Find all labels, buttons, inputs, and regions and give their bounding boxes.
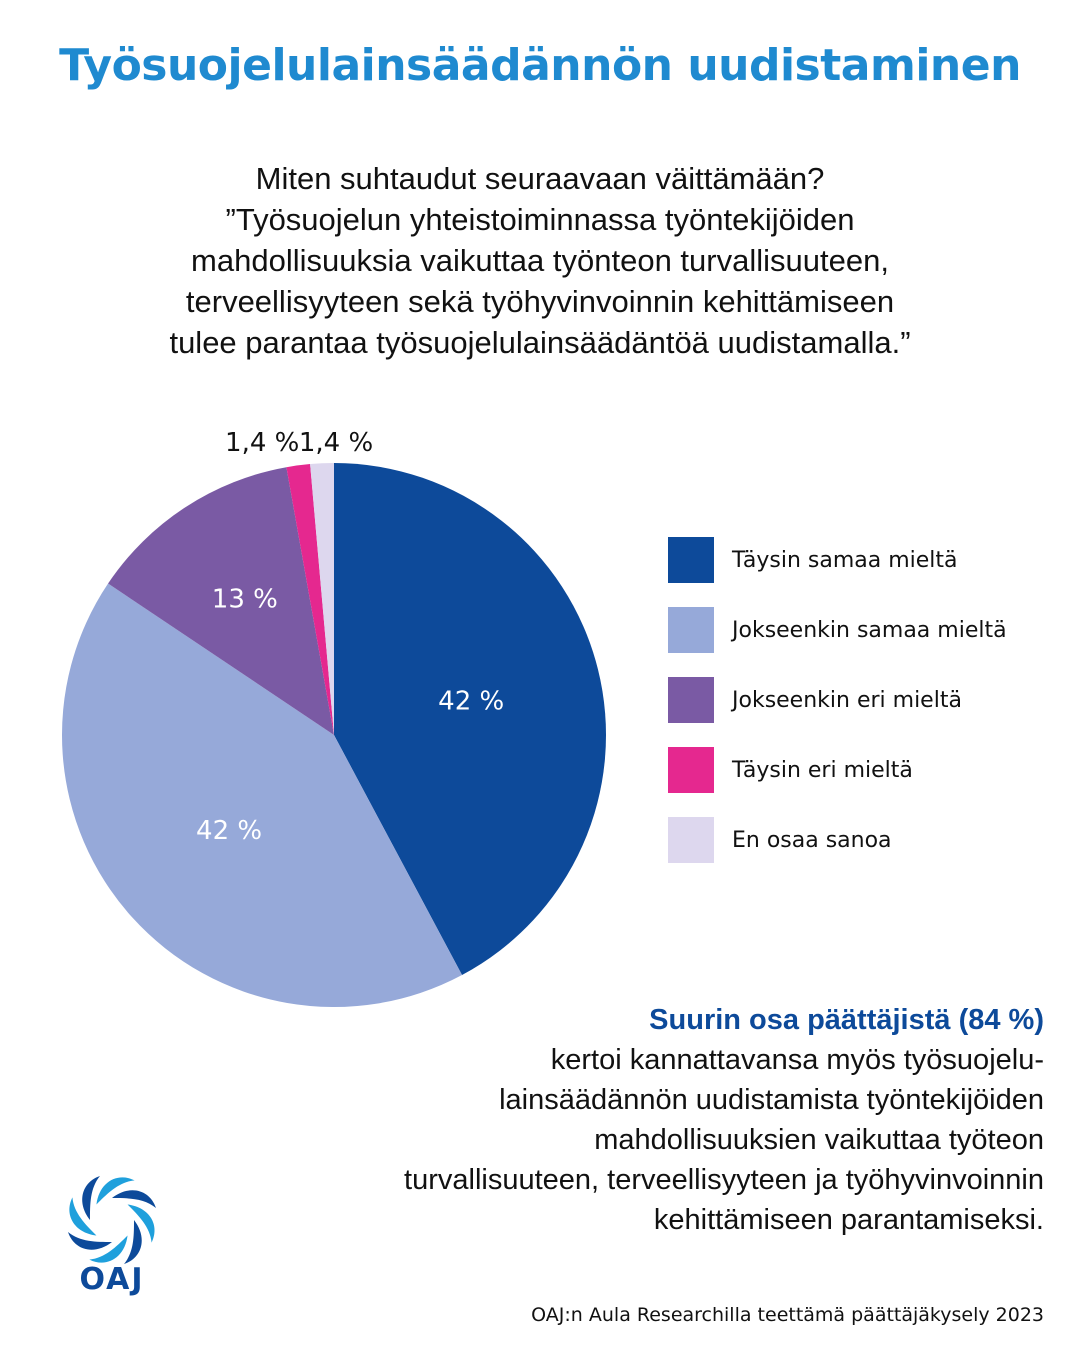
pie-slice [108,467,335,735]
page-title: Työsuojelulainsäädännön uudistaminen [59,40,1021,91]
legend-label: En osaa sanoa [732,827,892,853]
summary-line: lainsäädännön uudistamista työntekijöide… [499,1084,1044,1116]
slice-value-label: 1,4 % [299,428,373,458]
legend-swatch [668,537,714,583]
question-line: mahdollisuuksia vaikuttaa työnteon turva… [191,243,889,278]
logo-text: OAJ [79,1262,145,1297]
question-line: Miten suhtaudut seuraavaan väittämään? [255,161,825,196]
summary-text: Suurin osa päättäjistä (84 %) kertoi kan… [284,1000,1044,1240]
legend-swatch [668,747,714,793]
legend-swatch [668,677,714,723]
slice-value-label: 42 % [438,687,504,717]
legend-item: Jokseenkin samaa mieltä [668,607,1007,653]
logo-petal [96,1177,135,1205]
slice-value-label: 1,4 % [225,428,299,458]
summary-lead: Suurin osa päättäjistä (84 %) [649,1004,1044,1036]
slice-value-label: 13 % [212,584,278,614]
summary-line: kehittämiseen parantamiseksi. [653,1204,1044,1236]
pie-slice [334,463,606,975]
legend-swatch [668,607,714,653]
logo-petal [124,1220,142,1264]
legend-item: Jokseenkin eri mieltä [668,677,1007,723]
legend-label: Täysin eri mieltä [732,757,913,783]
legend-item: Täysin eri mieltä [668,747,1007,793]
summary-line: kertoi kannattavansa myös työsuojelu- [550,1044,1044,1076]
summary-line: mahdollisuuksien vaikuttaa työteon [594,1124,1044,1156]
logo-petal [69,1197,97,1236]
pie-slice [310,463,334,735]
question-line: tulee parantaa työsuojelulainsäädäntöä u… [169,325,911,360]
survey-question: Miten suhtaudut seuraavaan väittämään? ”… [60,158,1020,363]
logo-petal [127,1204,155,1243]
slice-value-label: 42 % [196,816,262,846]
question-line: ”Työsuojelun yhteistoiminnassa työntekij… [225,202,855,237]
logo-petal [112,1190,156,1208]
pie-slice [286,464,334,735]
legend-label: Jokseenkin samaa mieltä [732,617,1007,643]
legend-item: Täysin samaa mieltä [668,537,1007,583]
pie-slice [61,583,463,1008]
chart-legend: Täysin samaa mieltä Jokseenkin samaa mie… [668,537,1007,887]
legend-label: Jokseenkin eri mieltä [732,687,962,713]
oaj-logo-icon [68,1176,156,1264]
question-line: terveellisyyteen sekä työhyvinvoinnin ke… [185,284,895,319]
logo-petal [68,1232,112,1250]
logo-petal [82,1176,100,1220]
logo-petal [89,1235,128,1263]
source-note: OAJ:n Aula Researchilla teettämä päättäj… [531,1304,1044,1326]
pie-chart: 42 % 42 % 13 % 1,4 % 1,4 % [61,428,606,1008]
legend-item: En osaa sanoa [668,817,1007,863]
summary-line: turvallisuuteen, terveellisyyteen ja työ… [404,1164,1044,1196]
legend-label: Täysin samaa mieltä [732,547,958,573]
legend-swatch [668,817,714,863]
